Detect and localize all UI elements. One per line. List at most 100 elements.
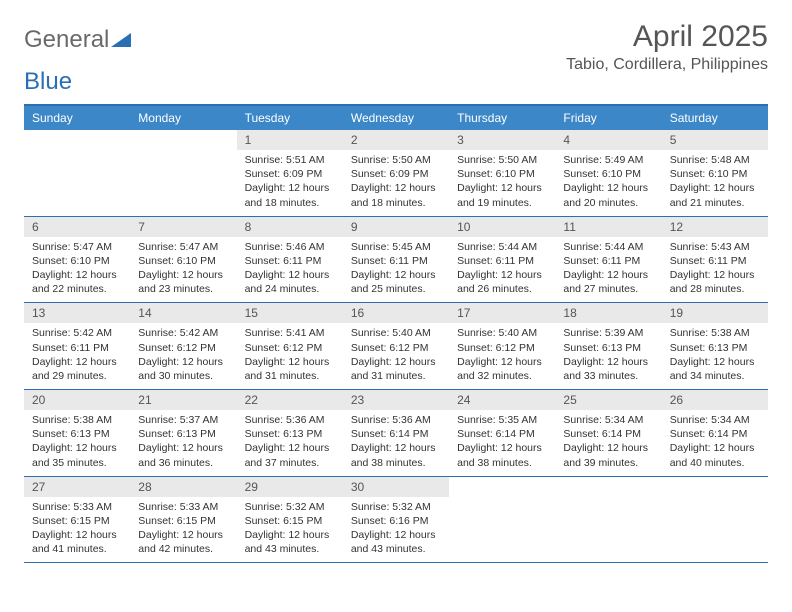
day-dl1: Daylight: 12 hours (457, 181, 547, 195)
day-dl2: and 42 minutes. (138, 542, 228, 556)
weekday-header: Wednesday (343, 106, 449, 130)
day-sr: Sunrise: 5:42 AM (138, 326, 228, 340)
day-number: 27 (24, 477, 130, 497)
day-number: 3 (449, 130, 555, 150)
day-cell: 29Sunrise: 5:32 AMSunset: 6:15 PMDayligh… (237, 477, 343, 563)
day-dl2: and 41 minutes. (32, 542, 122, 556)
day-dl1: Daylight: 12 hours (32, 268, 122, 282)
day-sr: Sunrise: 5:50 AM (351, 153, 441, 167)
day-ss: Sunset: 6:14 PM (670, 427, 760, 441)
day-ss: Sunset: 6:13 PM (245, 427, 335, 441)
day-ss: Sunset: 6:14 PM (563, 427, 653, 441)
day-body: Sunrise: 5:42 AMSunset: 6:11 PMDaylight:… (24, 323, 130, 389)
day-sr: Sunrise: 5:34 AM (670, 413, 760, 427)
day-body: Sunrise: 5:32 AMSunset: 6:15 PMDaylight:… (237, 497, 343, 563)
day-dl1: Daylight: 12 hours (138, 355, 228, 369)
day-ss: Sunset: 6:13 PM (138, 427, 228, 441)
day-dl2: and 36 minutes. (138, 456, 228, 470)
day-dl1: Daylight: 12 hours (457, 355, 547, 369)
day-cell: 27Sunrise: 5:33 AMSunset: 6:15 PMDayligh… (24, 477, 130, 563)
day-number: 8 (237, 217, 343, 237)
day-dl2: and 37 minutes. (245, 456, 335, 470)
day-ss: Sunset: 6:13 PM (563, 341, 653, 355)
empty-cell (130, 130, 236, 216)
day-number: 28 (130, 477, 236, 497)
day-cell: 22Sunrise: 5:36 AMSunset: 6:13 PMDayligh… (237, 390, 343, 476)
day-dl2: and 38 minutes. (457, 456, 547, 470)
day-sr: Sunrise: 5:41 AM (245, 326, 335, 340)
day-body: Sunrise: 5:33 AMSunset: 6:15 PMDaylight:… (130, 497, 236, 563)
day-ss: Sunset: 6:16 PM (351, 514, 441, 528)
day-dl1: Daylight: 12 hours (32, 441, 122, 455)
empty-cell (24, 130, 130, 216)
day-number: 9 (343, 217, 449, 237)
day-dl1: Daylight: 12 hours (563, 355, 653, 369)
day-ss: Sunset: 6:11 PM (351, 254, 441, 268)
day-sr: Sunrise: 5:38 AM (670, 326, 760, 340)
day-dl1: Daylight: 12 hours (245, 441, 335, 455)
day-dl1: Daylight: 12 hours (245, 268, 335, 282)
day-dl2: and 30 minutes. (138, 369, 228, 383)
day-cell: 6Sunrise: 5:47 AMSunset: 6:10 PMDaylight… (24, 217, 130, 303)
day-dl2: and 34 minutes. (670, 369, 760, 383)
day-sr: Sunrise: 5:44 AM (457, 240, 547, 254)
day-dl1: Daylight: 12 hours (351, 528, 441, 542)
day-body: Sunrise: 5:33 AMSunset: 6:15 PMDaylight:… (24, 497, 130, 563)
day-dl1: Daylight: 12 hours (563, 441, 653, 455)
day-dl1: Daylight: 12 hours (32, 355, 122, 369)
day-cell: 16Sunrise: 5:40 AMSunset: 6:12 PMDayligh… (343, 303, 449, 389)
day-body: Sunrise: 5:35 AMSunset: 6:14 PMDaylight:… (449, 410, 555, 476)
weekday-header: Tuesday (237, 106, 343, 130)
empty-cell (449, 477, 555, 563)
day-number: 30 (343, 477, 449, 497)
day-cell: 30Sunrise: 5:32 AMSunset: 6:16 PMDayligh… (343, 477, 449, 563)
day-number: 5 (662, 130, 768, 150)
day-sr: Sunrise: 5:46 AM (245, 240, 335, 254)
day-sr: Sunrise: 5:34 AM (563, 413, 653, 427)
day-ss: Sunset: 6:15 PM (245, 514, 335, 528)
day-number: 1 (237, 130, 343, 150)
day-sr: Sunrise: 5:47 AM (138, 240, 228, 254)
day-dl1: Daylight: 12 hours (245, 181, 335, 195)
day-sr: Sunrise: 5:32 AM (245, 500, 335, 514)
day-number: 21 (130, 390, 236, 410)
day-number: 15 (237, 303, 343, 323)
brand-part1: General (24, 26, 109, 54)
day-body: Sunrise: 5:45 AMSunset: 6:11 PMDaylight:… (343, 237, 449, 303)
day-sr: Sunrise: 5:50 AM (457, 153, 547, 167)
day-number: 22 (237, 390, 343, 410)
empty-cell (555, 477, 661, 563)
week-row: 27Sunrise: 5:33 AMSunset: 6:15 PMDayligh… (24, 477, 768, 564)
day-dl1: Daylight: 12 hours (670, 355, 760, 369)
day-sr: Sunrise: 5:45 AM (351, 240, 441, 254)
day-ss: Sunset: 6:10 PM (563, 167, 653, 181)
week-row: 13Sunrise: 5:42 AMSunset: 6:11 PMDayligh… (24, 303, 768, 390)
day-dl2: and 31 minutes. (351, 369, 441, 383)
day-body: Sunrise: 5:32 AMSunset: 6:16 PMDaylight:… (343, 497, 449, 563)
day-dl2: and 18 minutes. (245, 196, 335, 210)
day-body: Sunrise: 5:42 AMSunset: 6:12 PMDaylight:… (130, 323, 236, 389)
weeks-container: 1Sunrise: 5:51 AMSunset: 6:09 PMDaylight… (24, 130, 768, 563)
day-number: 11 (555, 217, 661, 237)
day-sr: Sunrise: 5:48 AM (670, 153, 760, 167)
day-ss: Sunset: 6:13 PM (32, 427, 122, 441)
week-row: 20Sunrise: 5:38 AMSunset: 6:13 PMDayligh… (24, 390, 768, 477)
day-number: 17 (449, 303, 555, 323)
day-body: Sunrise: 5:39 AMSunset: 6:13 PMDaylight:… (555, 323, 661, 389)
day-dl1: Daylight: 12 hours (457, 441, 547, 455)
day-dl2: and 23 minutes. (138, 282, 228, 296)
day-number: 2 (343, 130, 449, 150)
day-number: 19 (662, 303, 768, 323)
day-dl2: and 19 minutes. (457, 196, 547, 210)
day-dl2: and 21 minutes. (670, 196, 760, 210)
day-sr: Sunrise: 5:33 AM (32, 500, 122, 514)
day-dl1: Daylight: 12 hours (457, 268, 547, 282)
day-number: 12 (662, 217, 768, 237)
day-dl1: Daylight: 12 hours (138, 528, 228, 542)
day-dl1: Daylight: 12 hours (351, 355, 441, 369)
day-body: Sunrise: 5:44 AMSunset: 6:11 PMDaylight:… (555, 237, 661, 303)
day-number: 26 (662, 390, 768, 410)
day-sr: Sunrise: 5:49 AM (563, 153, 653, 167)
day-ss: Sunset: 6:09 PM (245, 167, 335, 181)
day-dl2: and 28 minutes. (670, 282, 760, 296)
